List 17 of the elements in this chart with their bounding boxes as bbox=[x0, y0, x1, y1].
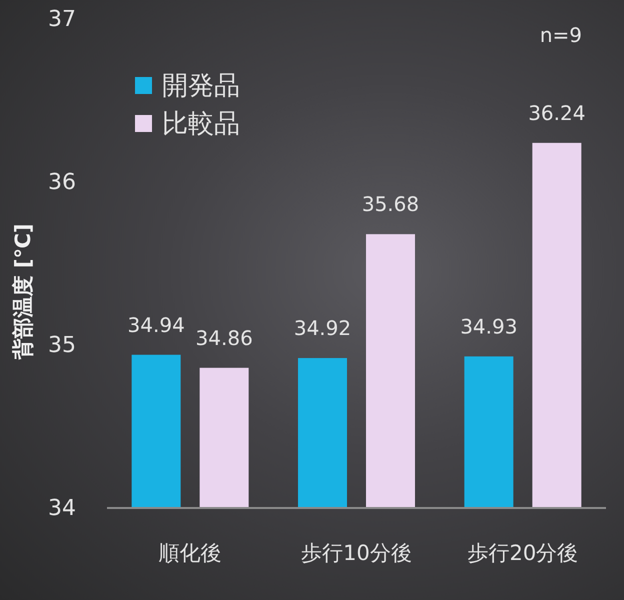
data-label: 34.92 bbox=[294, 316, 352, 340]
data-label: 34.94 bbox=[128, 312, 185, 337]
annotation: n=9 bbox=[540, 23, 582, 47]
data-label: 35.68 bbox=[362, 192, 420, 216]
y-tick-label: 36 bbox=[48, 170, 76, 195]
y-tick-label: 34 bbox=[48, 496, 76, 521]
data-label: 34.93 bbox=[460, 314, 518, 338]
x-tick-label: 順化後 bbox=[158, 541, 222, 565]
y-axis-title: 背部温度 [℃] bbox=[11, 224, 35, 360]
data-label: 34.86 bbox=[196, 326, 253, 350]
data-label: 36.24 bbox=[528, 100, 586, 125]
x-tick-label: 歩行10分後 bbox=[301, 541, 412, 565]
y-tick-label: 37 bbox=[48, 7, 76, 32]
legend-label: 比較品 bbox=[162, 109, 240, 139]
y-tick-label: 35 bbox=[48, 333, 76, 358]
legend-label: 開発品 bbox=[162, 71, 240, 101]
x-tick-label: 歩行20分後 bbox=[467, 541, 578, 565]
